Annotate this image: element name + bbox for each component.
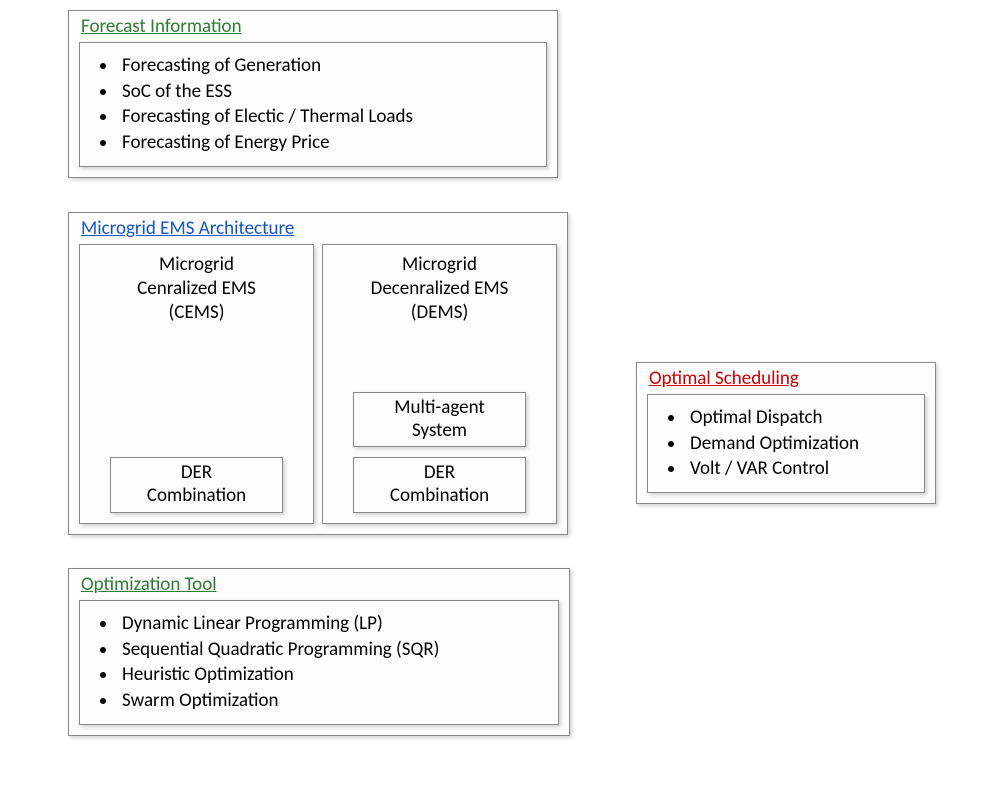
- optimization-title: Optimization Tool: [81, 573, 559, 596]
- list-item: SoC of the ESS: [118, 79, 538, 105]
- list-item: Forecasting of Electic / Thermal Loads: [118, 104, 538, 130]
- forecast-panel: Forecast Information Forecasting of Gene…: [68, 10, 558, 178]
- multi-agent-box: Multi-agent System: [353, 392, 527, 448]
- list-item: Swarm Optimization: [118, 688, 550, 714]
- list-item: Forecasting of Generation: [118, 53, 538, 79]
- optimization-panel: Optimization Tool Dynamic Linear Program…: [68, 568, 570, 736]
- list-item: Dynamic Linear Programming (LP): [118, 611, 550, 637]
- optimization-inner: Dynamic Linear Programming (LP) Sequenti…: [79, 600, 559, 725]
- label-line: Combination: [390, 484, 489, 507]
- architecture-panel: Microgrid EMS Architecture Microgrid Cen…: [68, 212, 568, 535]
- list-item: Forecasting of Energy Price: [118, 130, 538, 156]
- optimization-list: Dynamic Linear Programming (LP) Sequenti…: [88, 607, 550, 718]
- label-line: Multi-agent: [394, 396, 485, 419]
- scheduling-list: Optimal Dispatch Demand Optimization Vol…: [656, 401, 916, 486]
- forecast-title: Forecast Information: [81, 15, 547, 38]
- scheduling-title: Optimal Scheduling: [649, 367, 925, 390]
- scheduling-inner: Optimal Dispatch Demand Optimization Vol…: [647, 394, 925, 493]
- label-line: Cenralized EMS: [137, 277, 256, 300]
- label-line: Microgrid: [159, 253, 234, 276]
- label-line: (DEMS): [411, 301, 468, 324]
- cems-label: Microgrid Cenralized EMS (CEMS): [137, 253, 256, 324]
- forecast-inner: Forecasting of Generation SoC of the ESS…: [79, 42, 547, 167]
- list-item: Heuristic Optimization: [118, 662, 550, 688]
- label-line: Microgrid: [402, 253, 477, 276]
- label-line: (CEMS): [169, 301, 225, 324]
- label-line: DER: [424, 461, 455, 484]
- list-item: Optimal Dispatch: [686, 405, 916, 431]
- scheduling-panel: Optimal Scheduling Optimal Dispatch Dema…: [636, 362, 936, 504]
- dems-column: Microgrid Decenralized EMS (DEMS) Multi-…: [322, 244, 557, 524]
- architecture-columns: Microgrid Cenralized EMS (CEMS) DER Comb…: [79, 244, 557, 524]
- list-item: Volt / VAR Control: [686, 456, 916, 482]
- list-item: Demand Optimization: [686, 431, 916, 457]
- cems-column: Microgrid Cenralized EMS (CEMS) DER Comb…: [79, 244, 314, 524]
- architecture-title: Microgrid EMS Architecture: [81, 217, 557, 240]
- label-line: System: [412, 419, 467, 442]
- label-line: Decenralized EMS: [371, 277, 509, 300]
- label-line: DER: [181, 461, 212, 484]
- der-combination-box: DER Combination: [110, 457, 284, 513]
- dems-label: Microgrid Decenralized EMS (DEMS): [371, 253, 509, 324]
- list-item: Sequential Quadratic Programming (SQR): [118, 637, 550, 663]
- forecast-list: Forecasting of Generation SoC of the ESS…: [88, 49, 538, 160]
- label-line: Combination: [147, 484, 246, 507]
- der-combination-box-2: DER Combination: [353, 457, 527, 513]
